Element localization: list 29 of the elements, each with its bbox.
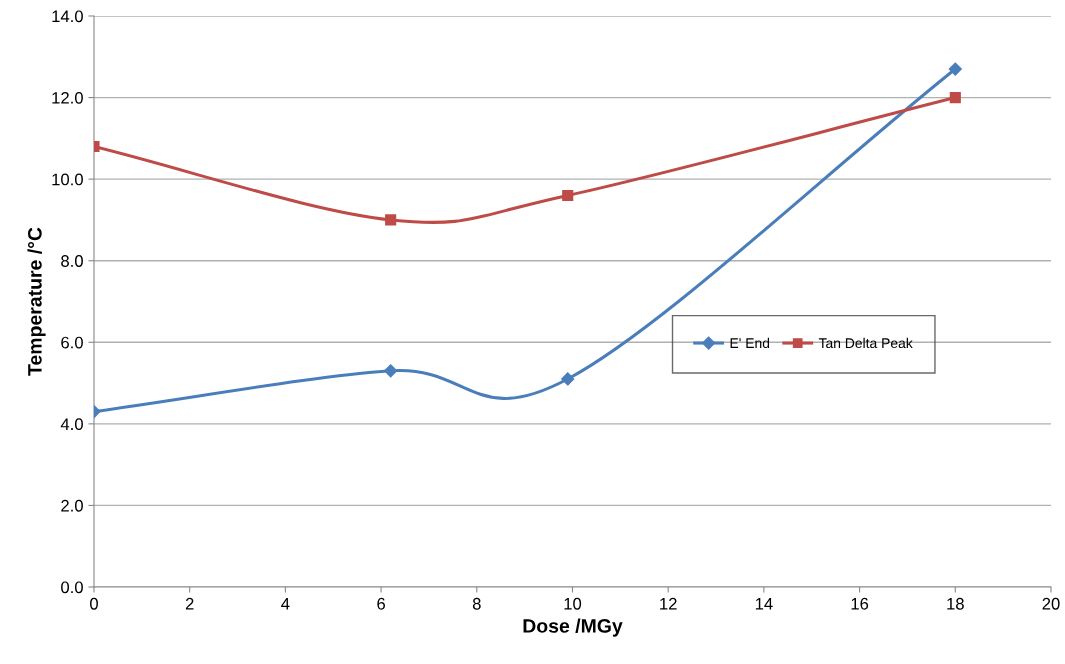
x-tick-label: 2 xyxy=(185,597,194,610)
point xyxy=(948,62,962,76)
y-tick-label: 14.0 xyxy=(52,10,83,23)
point xyxy=(385,214,397,226)
x-tick-label: 4 xyxy=(281,598,290,610)
y-tick-label: 6.0 xyxy=(61,336,83,349)
y-tick-label: 4.0 xyxy=(60,418,83,431)
legend-label: Tan Delta Peak xyxy=(818,337,913,349)
y-tick-label: 8.0 xyxy=(61,255,83,267)
x-tick-label: 14 xyxy=(755,598,773,610)
x-tick-label: 12 xyxy=(660,597,677,610)
x-axis-title: Dose /MGy xyxy=(523,618,623,637)
point xyxy=(562,189,574,202)
y-tick-label: 2.0 xyxy=(61,499,83,512)
x-tick-label: 16 xyxy=(851,597,869,610)
x-tick-label: 6 xyxy=(377,597,385,610)
point xyxy=(384,364,398,378)
y-tick-label: 12.0 xyxy=(52,91,83,104)
x-tick-label: 18 xyxy=(947,597,964,610)
point xyxy=(949,92,961,104)
point xyxy=(561,372,575,386)
x-tick-label: 20 xyxy=(1042,597,1060,610)
x-tick-label: 10 xyxy=(564,597,582,610)
y-tick-label: 10.0 xyxy=(52,173,83,186)
x-tick-label: 8 xyxy=(472,597,481,610)
legend-label: E' End xyxy=(730,337,770,349)
y-axis-title: Temperature /°C xyxy=(27,227,46,376)
x-tick-label: 0 xyxy=(90,597,98,610)
y-tick-label: 0.0 xyxy=(61,581,83,594)
